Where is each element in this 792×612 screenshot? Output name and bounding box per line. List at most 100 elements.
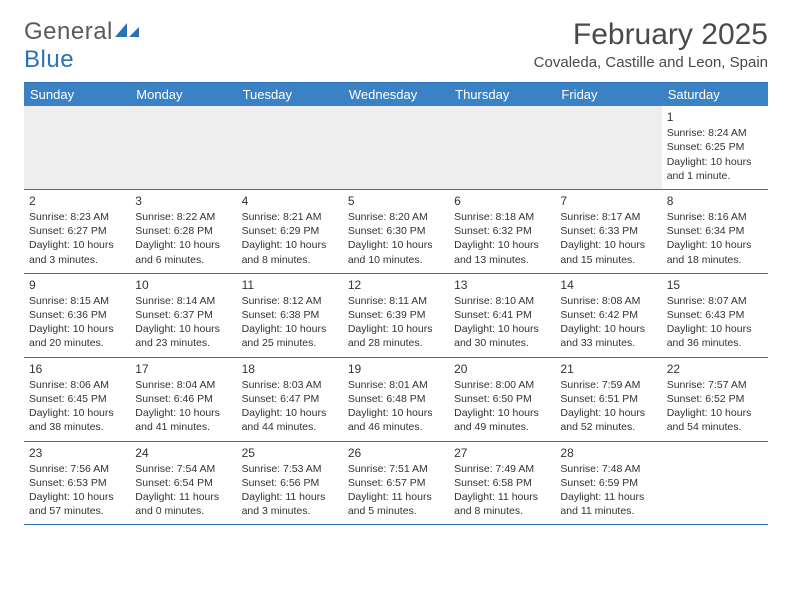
title-block: February 2025 Covaleda, Castille and Leo… bbox=[534, 18, 768, 71]
day-number: 17 bbox=[135, 361, 231, 377]
calendar-day-cell: 22Sunrise: 7:57 AMSunset: 6:52 PMDayligh… bbox=[662, 357, 768, 441]
sunset-text: Sunset: 6:28 PM bbox=[135, 224, 231, 238]
sunrise-text: Sunrise: 7:56 AM bbox=[29, 462, 125, 476]
sunrise-text: Sunrise: 8:22 AM bbox=[135, 210, 231, 224]
sunset-text: Sunset: 6:29 PM bbox=[242, 224, 338, 238]
calendar-day-cell: 15Sunrise: 8:07 AMSunset: 6:43 PMDayligh… bbox=[662, 273, 768, 357]
calendar-day-cell: 10Sunrise: 8:14 AMSunset: 6:37 PMDayligh… bbox=[130, 273, 236, 357]
sunrise-text: Sunrise: 7:53 AM bbox=[242, 462, 338, 476]
daylight2-text: and 6 minutes. bbox=[135, 253, 231, 267]
sunset-text: Sunset: 6:39 PM bbox=[348, 308, 444, 322]
daylight2-text: and 5 minutes. bbox=[348, 504, 444, 518]
calendar-day-cell bbox=[555, 106, 661, 189]
day-number: 25 bbox=[242, 445, 338, 461]
calendar-day-cell: 12Sunrise: 8:11 AMSunset: 6:39 PMDayligh… bbox=[343, 273, 449, 357]
day-number: 27 bbox=[454, 445, 550, 461]
calendar-week-row: 1Sunrise: 8:24 AMSunset: 6:25 PMDaylight… bbox=[24, 106, 768, 189]
sunrise-text: Sunrise: 8:04 AM bbox=[135, 378, 231, 392]
sunrise-text: Sunrise: 8:21 AM bbox=[242, 210, 338, 224]
daylight1-text: Daylight: 11 hours bbox=[560, 490, 656, 504]
daylight2-text: and 25 minutes. bbox=[242, 336, 338, 350]
calendar-day-cell: 13Sunrise: 8:10 AMSunset: 6:41 PMDayligh… bbox=[449, 273, 555, 357]
calendar-day-cell bbox=[662, 441, 768, 525]
day-number: 28 bbox=[560, 445, 656, 461]
brand-text: General Blue bbox=[24, 18, 141, 74]
daylight1-text: Daylight: 10 hours bbox=[29, 238, 125, 252]
calendar-header-row: SundayMondayTuesdayWednesdayThursdayFrid… bbox=[24, 83, 768, 107]
sunset-text: Sunset: 6:27 PM bbox=[29, 224, 125, 238]
daylight1-text: Daylight: 10 hours bbox=[560, 406, 656, 420]
sunrise-text: Sunrise: 8:24 AM bbox=[667, 126, 763, 140]
daylight1-text: Daylight: 10 hours bbox=[560, 238, 656, 252]
sunset-text: Sunset: 6:43 PM bbox=[667, 308, 763, 322]
daylight1-text: Daylight: 10 hours bbox=[560, 322, 656, 336]
sunset-text: Sunset: 6:52 PM bbox=[667, 392, 763, 406]
sunset-text: Sunset: 6:50 PM bbox=[454, 392, 550, 406]
calendar-day-cell: 27Sunrise: 7:49 AMSunset: 6:58 PMDayligh… bbox=[449, 441, 555, 525]
day-number: 26 bbox=[348, 445, 444, 461]
calendar-day-cell: 20Sunrise: 8:00 AMSunset: 6:50 PMDayligh… bbox=[449, 357, 555, 441]
day-number: 20 bbox=[454, 361, 550, 377]
weekday-header: Monday bbox=[130, 83, 236, 107]
sunset-text: Sunset: 6:59 PM bbox=[560, 476, 656, 490]
calendar-day-cell bbox=[449, 106, 555, 189]
calendar-day-cell: 14Sunrise: 8:08 AMSunset: 6:42 PMDayligh… bbox=[555, 273, 661, 357]
calendar-day-cell: 24Sunrise: 7:54 AMSunset: 6:54 PMDayligh… bbox=[130, 441, 236, 525]
daylight1-text: Daylight: 10 hours bbox=[242, 322, 338, 336]
sunrise-text: Sunrise: 7:57 AM bbox=[667, 378, 763, 392]
daylight2-text: and 23 minutes. bbox=[135, 336, 231, 350]
weekday-header: Wednesday bbox=[343, 83, 449, 107]
daylight1-text: Daylight: 10 hours bbox=[242, 238, 338, 252]
daylight2-text: and 3 minutes. bbox=[242, 504, 338, 518]
calendar-day-cell: 4Sunrise: 8:21 AMSunset: 6:29 PMDaylight… bbox=[237, 189, 343, 273]
daylight1-text: Daylight: 11 hours bbox=[135, 490, 231, 504]
calendar-week-row: 9Sunrise: 8:15 AMSunset: 6:36 PMDaylight… bbox=[24, 273, 768, 357]
sunrise-text: Sunrise: 8:12 AM bbox=[242, 294, 338, 308]
brand-part2: Blue bbox=[24, 46, 74, 73]
daylight1-text: Daylight: 10 hours bbox=[667, 238, 763, 252]
daylight1-text: Daylight: 11 hours bbox=[348, 490, 444, 504]
daylight1-text: Daylight: 10 hours bbox=[348, 238, 444, 252]
daylight1-text: Daylight: 10 hours bbox=[667, 322, 763, 336]
daylight2-text: and 10 minutes. bbox=[348, 253, 444, 267]
sunset-text: Sunset: 6:46 PM bbox=[135, 392, 231, 406]
daylight2-text: and 8 minutes. bbox=[242, 253, 338, 267]
day-number: 12 bbox=[348, 277, 444, 293]
sunrise-text: Sunrise: 8:07 AM bbox=[667, 294, 763, 308]
calendar-week-row: 16Sunrise: 8:06 AMSunset: 6:45 PMDayligh… bbox=[24, 357, 768, 441]
day-number: 21 bbox=[560, 361, 656, 377]
weekday-header: Friday bbox=[555, 83, 661, 107]
brand-part1: General bbox=[24, 18, 113, 45]
calendar-day-cell bbox=[237, 106, 343, 189]
calendar-day-cell: 2Sunrise: 8:23 AMSunset: 6:27 PMDaylight… bbox=[24, 189, 130, 273]
day-number: 23 bbox=[29, 445, 125, 461]
day-number: 8 bbox=[667, 193, 763, 209]
day-number: 19 bbox=[348, 361, 444, 377]
daylight2-text: and 30 minutes. bbox=[454, 336, 550, 350]
sunrise-text: Sunrise: 8:23 AM bbox=[29, 210, 125, 224]
calendar-day-cell: 3Sunrise: 8:22 AMSunset: 6:28 PMDaylight… bbox=[130, 189, 236, 273]
daylight1-text: Daylight: 10 hours bbox=[667, 406, 763, 420]
sunrise-text: Sunrise: 7:49 AM bbox=[454, 462, 550, 476]
sunrise-text: Sunrise: 8:06 AM bbox=[29, 378, 125, 392]
day-number: 9 bbox=[29, 277, 125, 293]
sunset-text: Sunset: 6:30 PM bbox=[348, 224, 444, 238]
sunrise-text: Sunrise: 8:08 AM bbox=[560, 294, 656, 308]
day-number: 22 bbox=[667, 361, 763, 377]
calendar-table: SundayMondayTuesdayWednesdayThursdayFrid… bbox=[24, 82, 768, 525]
sunrise-text: Sunrise: 7:54 AM bbox=[135, 462, 231, 476]
sunrise-text: Sunrise: 8:17 AM bbox=[560, 210, 656, 224]
day-number: 13 bbox=[454, 277, 550, 293]
day-number: 6 bbox=[454, 193, 550, 209]
daylight1-text: Daylight: 10 hours bbox=[348, 406, 444, 420]
day-number: 18 bbox=[242, 361, 338, 377]
daylight2-text: and 3 minutes. bbox=[29, 253, 125, 267]
location-text: Covaleda, Castille and Leon, Spain bbox=[534, 54, 768, 71]
day-number: 10 bbox=[135, 277, 231, 293]
sunset-text: Sunset: 6:34 PM bbox=[667, 224, 763, 238]
sunset-text: Sunset: 6:48 PM bbox=[348, 392, 444, 406]
daylight2-text: and 36 minutes. bbox=[667, 336, 763, 350]
calendar-day-cell: 8Sunrise: 8:16 AMSunset: 6:34 PMDaylight… bbox=[662, 189, 768, 273]
daylight2-text: and 28 minutes. bbox=[348, 336, 444, 350]
calendar-body: 1Sunrise: 8:24 AMSunset: 6:25 PMDaylight… bbox=[24, 106, 768, 525]
